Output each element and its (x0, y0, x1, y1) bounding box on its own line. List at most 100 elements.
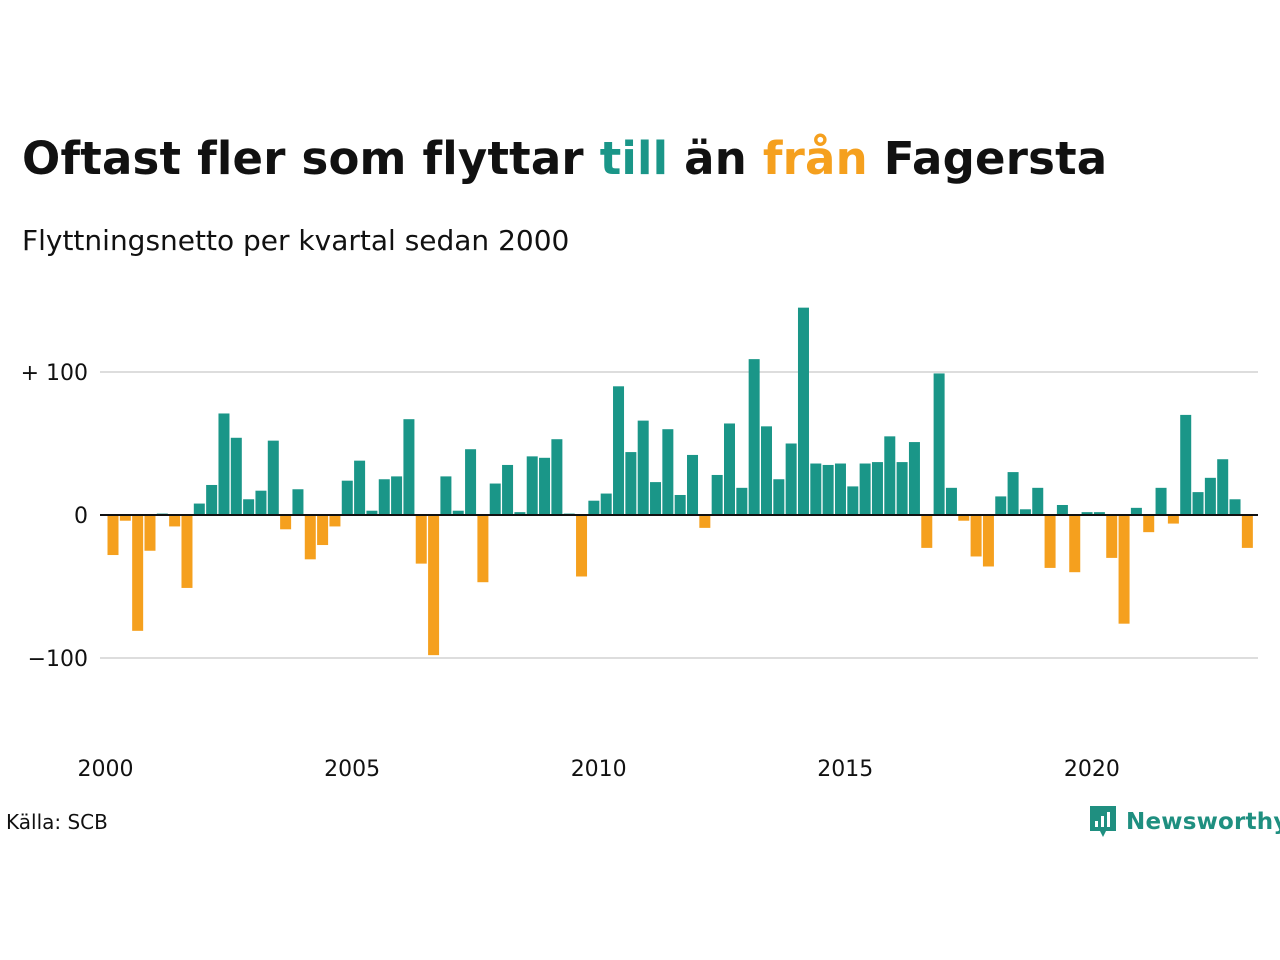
bar (921, 515, 933, 548)
bar (230, 437, 242, 515)
bar (144, 515, 156, 551)
brand-name: Newsworthy (1126, 809, 1280, 835)
bar (1204, 477, 1216, 515)
bar (267, 440, 279, 515)
y-axis-labels: + 100 0 −100 (21, 361, 88, 672)
bar (760, 426, 772, 515)
bar (662, 429, 674, 515)
bar (834, 463, 846, 515)
bar (810, 463, 822, 515)
bar (1044, 515, 1056, 568)
chart-subtitle: Flyttningsnetto per kvartal sedan 2000 (22, 224, 570, 257)
bar (650, 482, 662, 515)
bar (292, 489, 304, 515)
bar (354, 460, 366, 515)
bar (945, 487, 957, 515)
bar (1241, 515, 1253, 548)
bar (415, 515, 427, 564)
bar (982, 515, 994, 567)
bar (908, 442, 920, 515)
brand-logo: Newsworthy (1088, 802, 1280, 842)
bar (477, 515, 489, 583)
bar (539, 457, 551, 515)
bar (736, 487, 748, 515)
newsworthy-logo-icon (1090, 806, 1116, 837)
bar (859, 463, 871, 515)
bar (440, 476, 452, 515)
x-axis-labels: 2000 2005 2010 2015 2020 (78, 757, 1120, 782)
bar (1019, 509, 1031, 515)
source-note: Källa: SCB (6, 810, 108, 834)
bar (255, 490, 267, 515)
bar (1093, 512, 1105, 515)
x-tick-label: 2005 (324, 757, 380, 782)
bar (958, 515, 970, 521)
bar (169, 515, 181, 527)
bar (1167, 515, 1179, 524)
grid-layer (100, 371, 1258, 659)
bar (711, 474, 723, 515)
bar (748, 359, 760, 515)
bar (1143, 515, 1155, 533)
bar (489, 483, 501, 515)
bar (1081, 512, 1093, 515)
bar (551, 439, 563, 515)
bar (317, 515, 329, 546)
bar (514, 512, 526, 515)
title-part-1: Oftast fler som flyttar (22, 132, 600, 185)
bar (1155, 487, 1167, 515)
bar (280, 515, 292, 530)
bar (847, 486, 859, 515)
bar (403, 419, 415, 515)
bar (1032, 487, 1044, 515)
title-part-till: till (599, 132, 669, 185)
title-part-5: Fagersta (867, 132, 1108, 185)
bar (933, 373, 945, 515)
bar (724, 423, 735, 515)
y-tick-label: + 100 (21, 361, 88, 386)
bar (1007, 472, 1019, 515)
bar (613, 386, 625, 515)
bar (452, 510, 464, 515)
bar (1056, 504, 1068, 515)
x-tick-label: 2015 (817, 757, 873, 782)
bar (896, 462, 908, 515)
title-part-fran: från (762, 132, 868, 185)
chart-title: Oftast fler som flyttar till än från Fag… (22, 132, 1107, 185)
bar (465, 449, 477, 515)
bar (502, 464, 514, 515)
bar (822, 464, 834, 515)
bar (871, 462, 883, 515)
bar (1130, 507, 1142, 515)
bars-layer (107, 307, 1253, 656)
bar (329, 515, 341, 527)
bar (1180, 414, 1192, 515)
bar (687, 454, 699, 515)
bar (884, 436, 896, 515)
bar (107, 515, 119, 556)
bar (785, 443, 797, 515)
bar (132, 515, 144, 631)
bar (797, 307, 809, 515)
y-tick-label: −100 (28, 647, 88, 672)
bar (773, 479, 785, 515)
bar (206, 484, 218, 515)
bar (181, 515, 193, 588)
title-part-3: än (668, 132, 763, 185)
bar (600, 493, 612, 515)
x-tick-label: 2010 (571, 757, 627, 782)
bar (304, 515, 316, 560)
bar (970, 515, 982, 557)
bar (699, 515, 711, 528)
bar (193, 503, 205, 515)
bar (119, 515, 131, 521)
x-tick-label: 2000 (78, 757, 134, 782)
bar (1229, 499, 1241, 515)
bar (1106, 515, 1118, 558)
bar (995, 496, 1007, 515)
bar (674, 494, 686, 515)
x-tick-label: 2020 (1064, 757, 1120, 782)
y-tick-label: 0 (74, 504, 88, 529)
bar (1118, 515, 1130, 624)
